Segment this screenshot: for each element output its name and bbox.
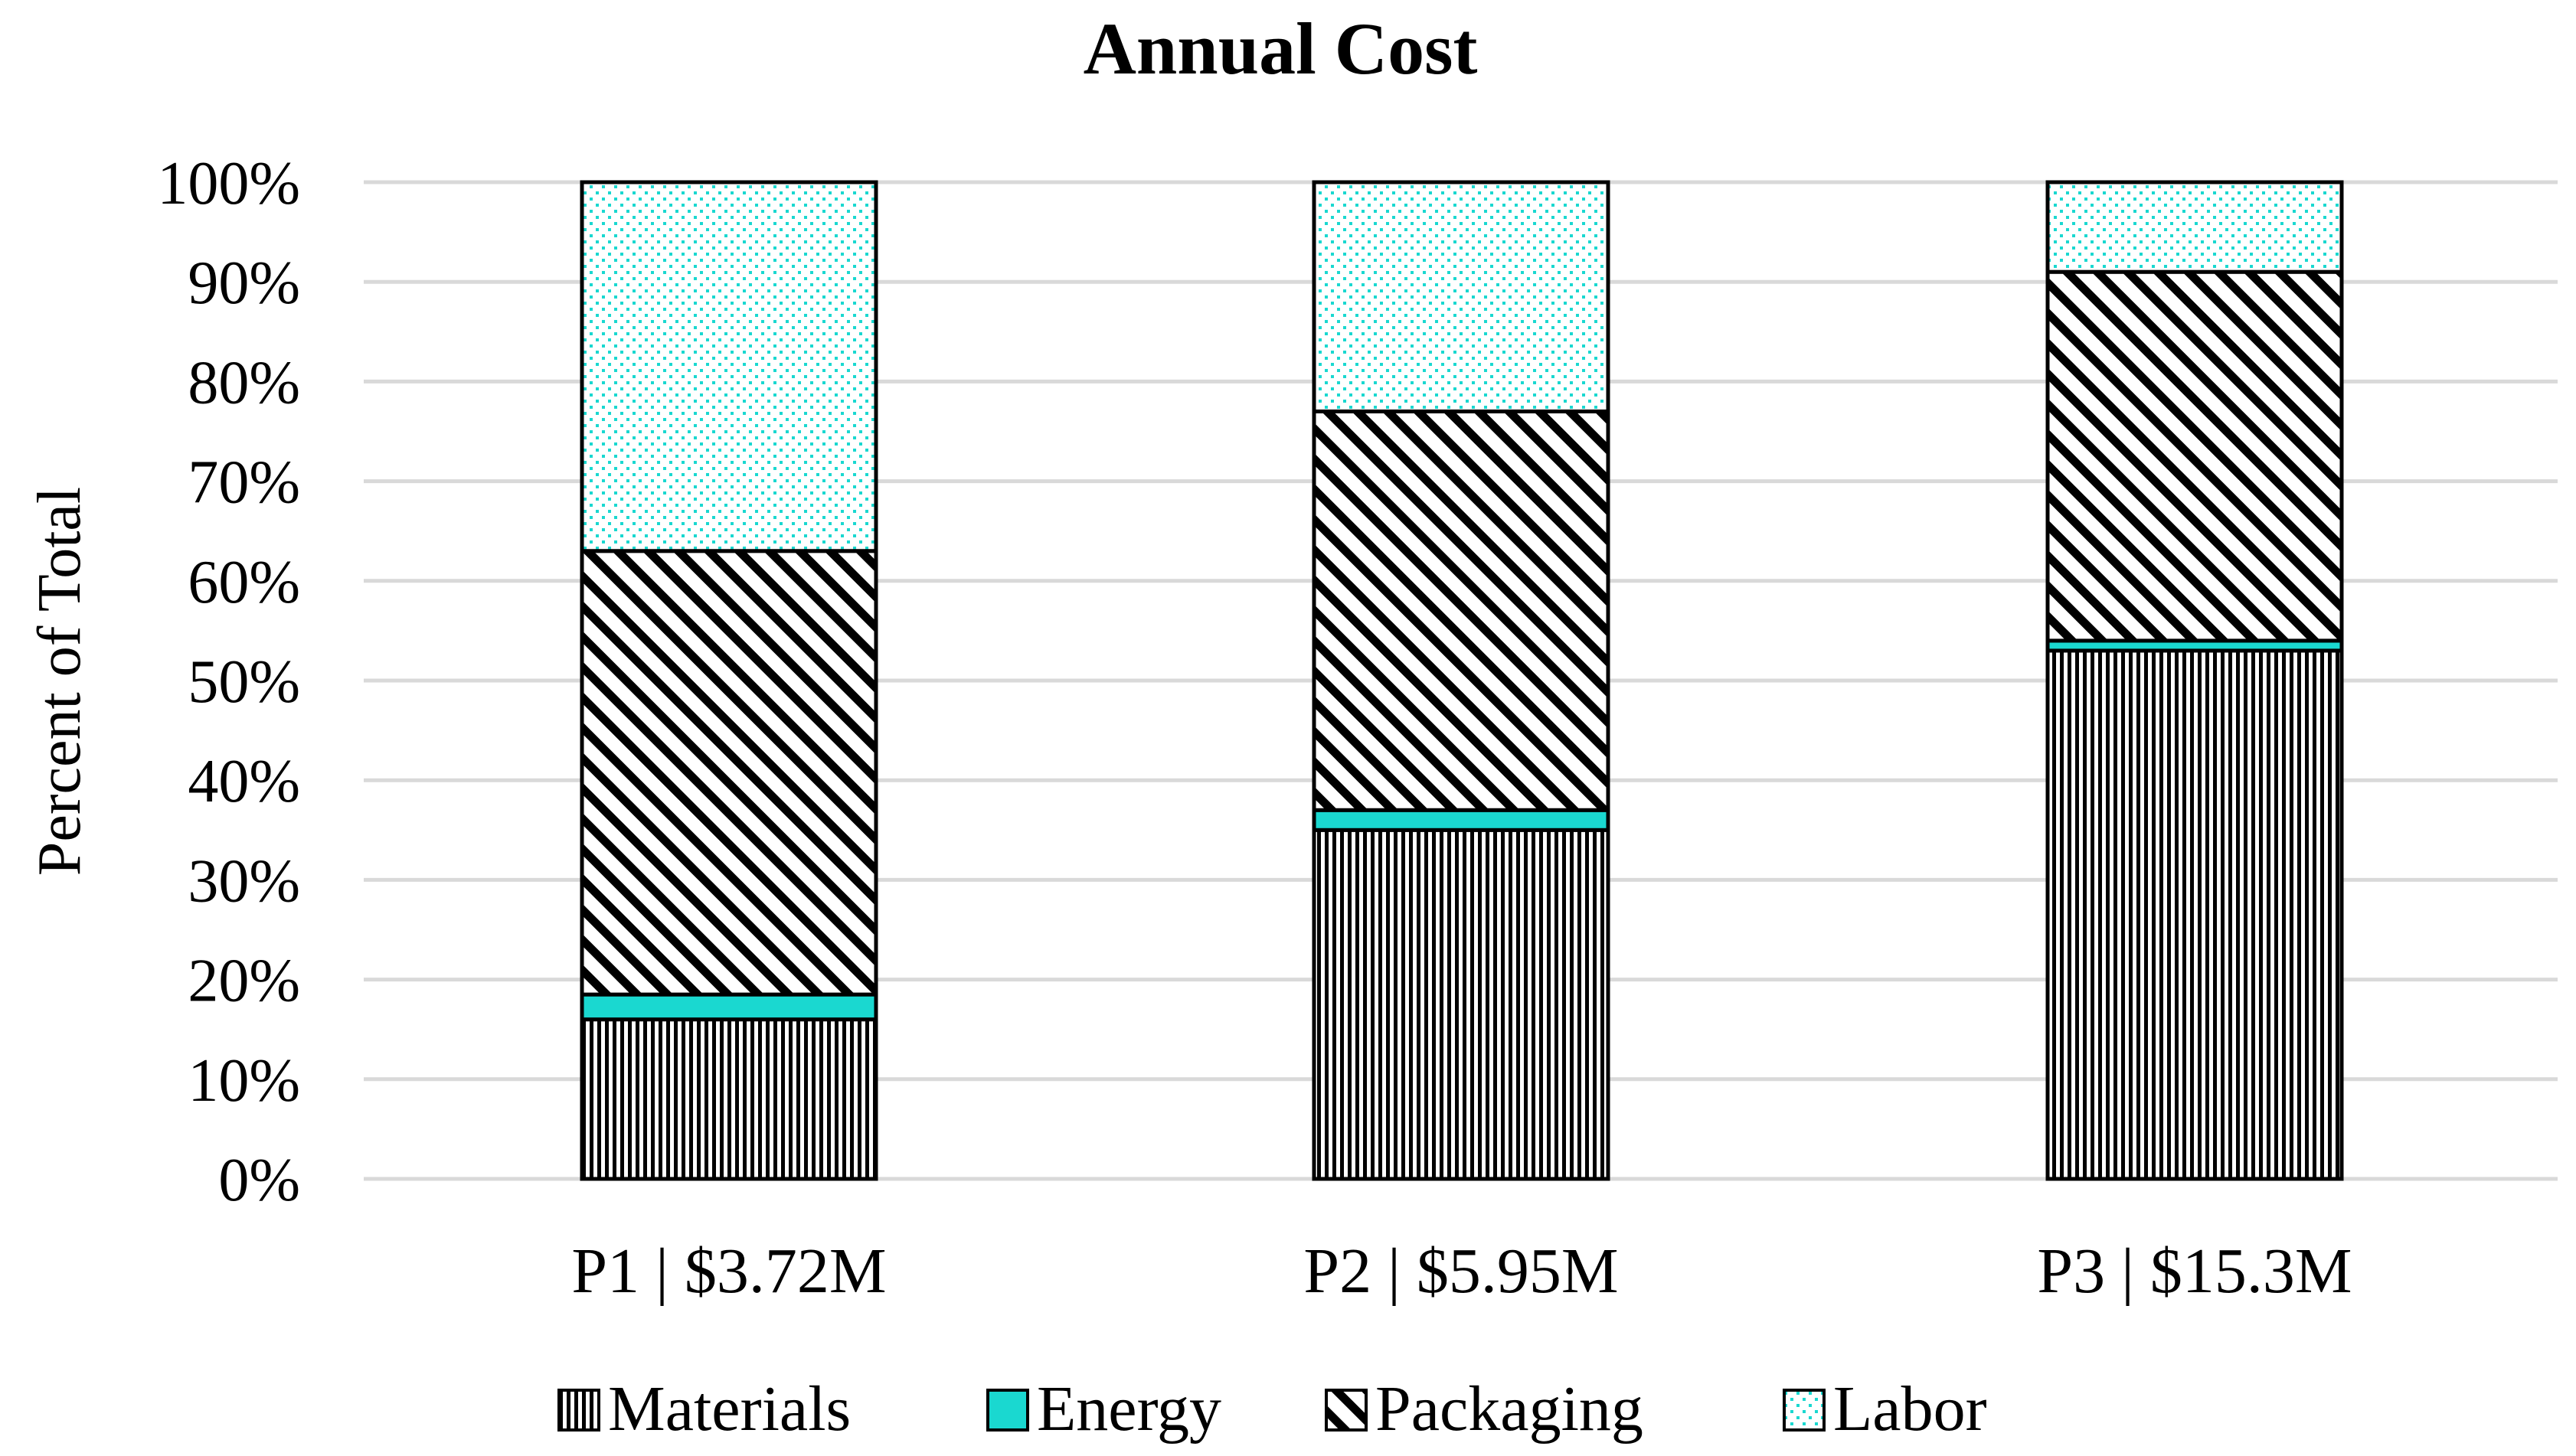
- legend-swatch-packaging: [1325, 1389, 1368, 1432]
- bar-segment-labor: [580, 180, 878, 553]
- bar-segment-labor: [2045, 180, 2344, 274]
- y-tick-label: 90%: [188, 250, 300, 317]
- y-tick-label: 0%: [218, 1147, 300, 1214]
- x-category-label: P3 | $15.3M: [2037, 1236, 2352, 1307]
- y-tick-label: 10%: [188, 1047, 300, 1115]
- bars: [580, 180, 2344, 1181]
- legend-label: Materials: [608, 1373, 851, 1445]
- y-tick-label: 60%: [188, 549, 300, 616]
- y-tick-label: 50%: [188, 648, 300, 716]
- y-tick-label: 30%: [188, 847, 300, 915]
- bar-segment-energy: [580, 992, 878, 1022]
- chart-title: Annual Cost: [1084, 8, 1478, 90]
- y-axis-label: Percent of Total: [26, 487, 93, 876]
- bar-segment-materials: [2045, 648, 2344, 1181]
- bar-segment-energy: [1312, 808, 1610, 832]
- x-category-label: P2 | $5.95M: [1303, 1236, 1618, 1307]
- legend-label: Labor: [1833, 1373, 1987, 1445]
- legend-label: Packaging: [1375, 1373, 1643, 1445]
- bar-segment-materials: [580, 1017, 878, 1181]
- bar-segment-materials: [1312, 828, 1610, 1181]
- legend-swatch-energy: [986, 1389, 1029, 1432]
- legend-swatch-materials: [557, 1389, 600, 1432]
- legend-swatch-labor: [1783, 1389, 1826, 1432]
- bar-segment-packaging: [580, 549, 878, 997]
- bar-segment-packaging: [2045, 269, 2344, 643]
- legend: Materials Energy Packaging Labor: [557, 1373, 1987, 1445]
- y-tick-label: 70%: [188, 449, 300, 517]
- legend-label: Energy: [1037, 1373, 1221, 1445]
- bar-segment-packaging: [1312, 409, 1610, 812]
- y-tick-label: 20%: [188, 948, 300, 1015]
- bar-segment-labor: [1312, 180, 1610, 413]
- y-tick-label: 100%: [157, 150, 300, 217]
- y-axis-ticks: 0% 10% 20% 30% 40% 50% 60% 70% 80% 90% 100%: [157, 150, 300, 1214]
- y-tick-label: 80%: [188, 349, 300, 416]
- x-axis-categories: P1 | $3.72M P2 | $5.95M P3 | $15.3M: [571, 1236, 2352, 1307]
- y-tick-label: 40%: [188, 748, 300, 815]
- x-category-label: P1 | $3.72M: [571, 1236, 886, 1307]
